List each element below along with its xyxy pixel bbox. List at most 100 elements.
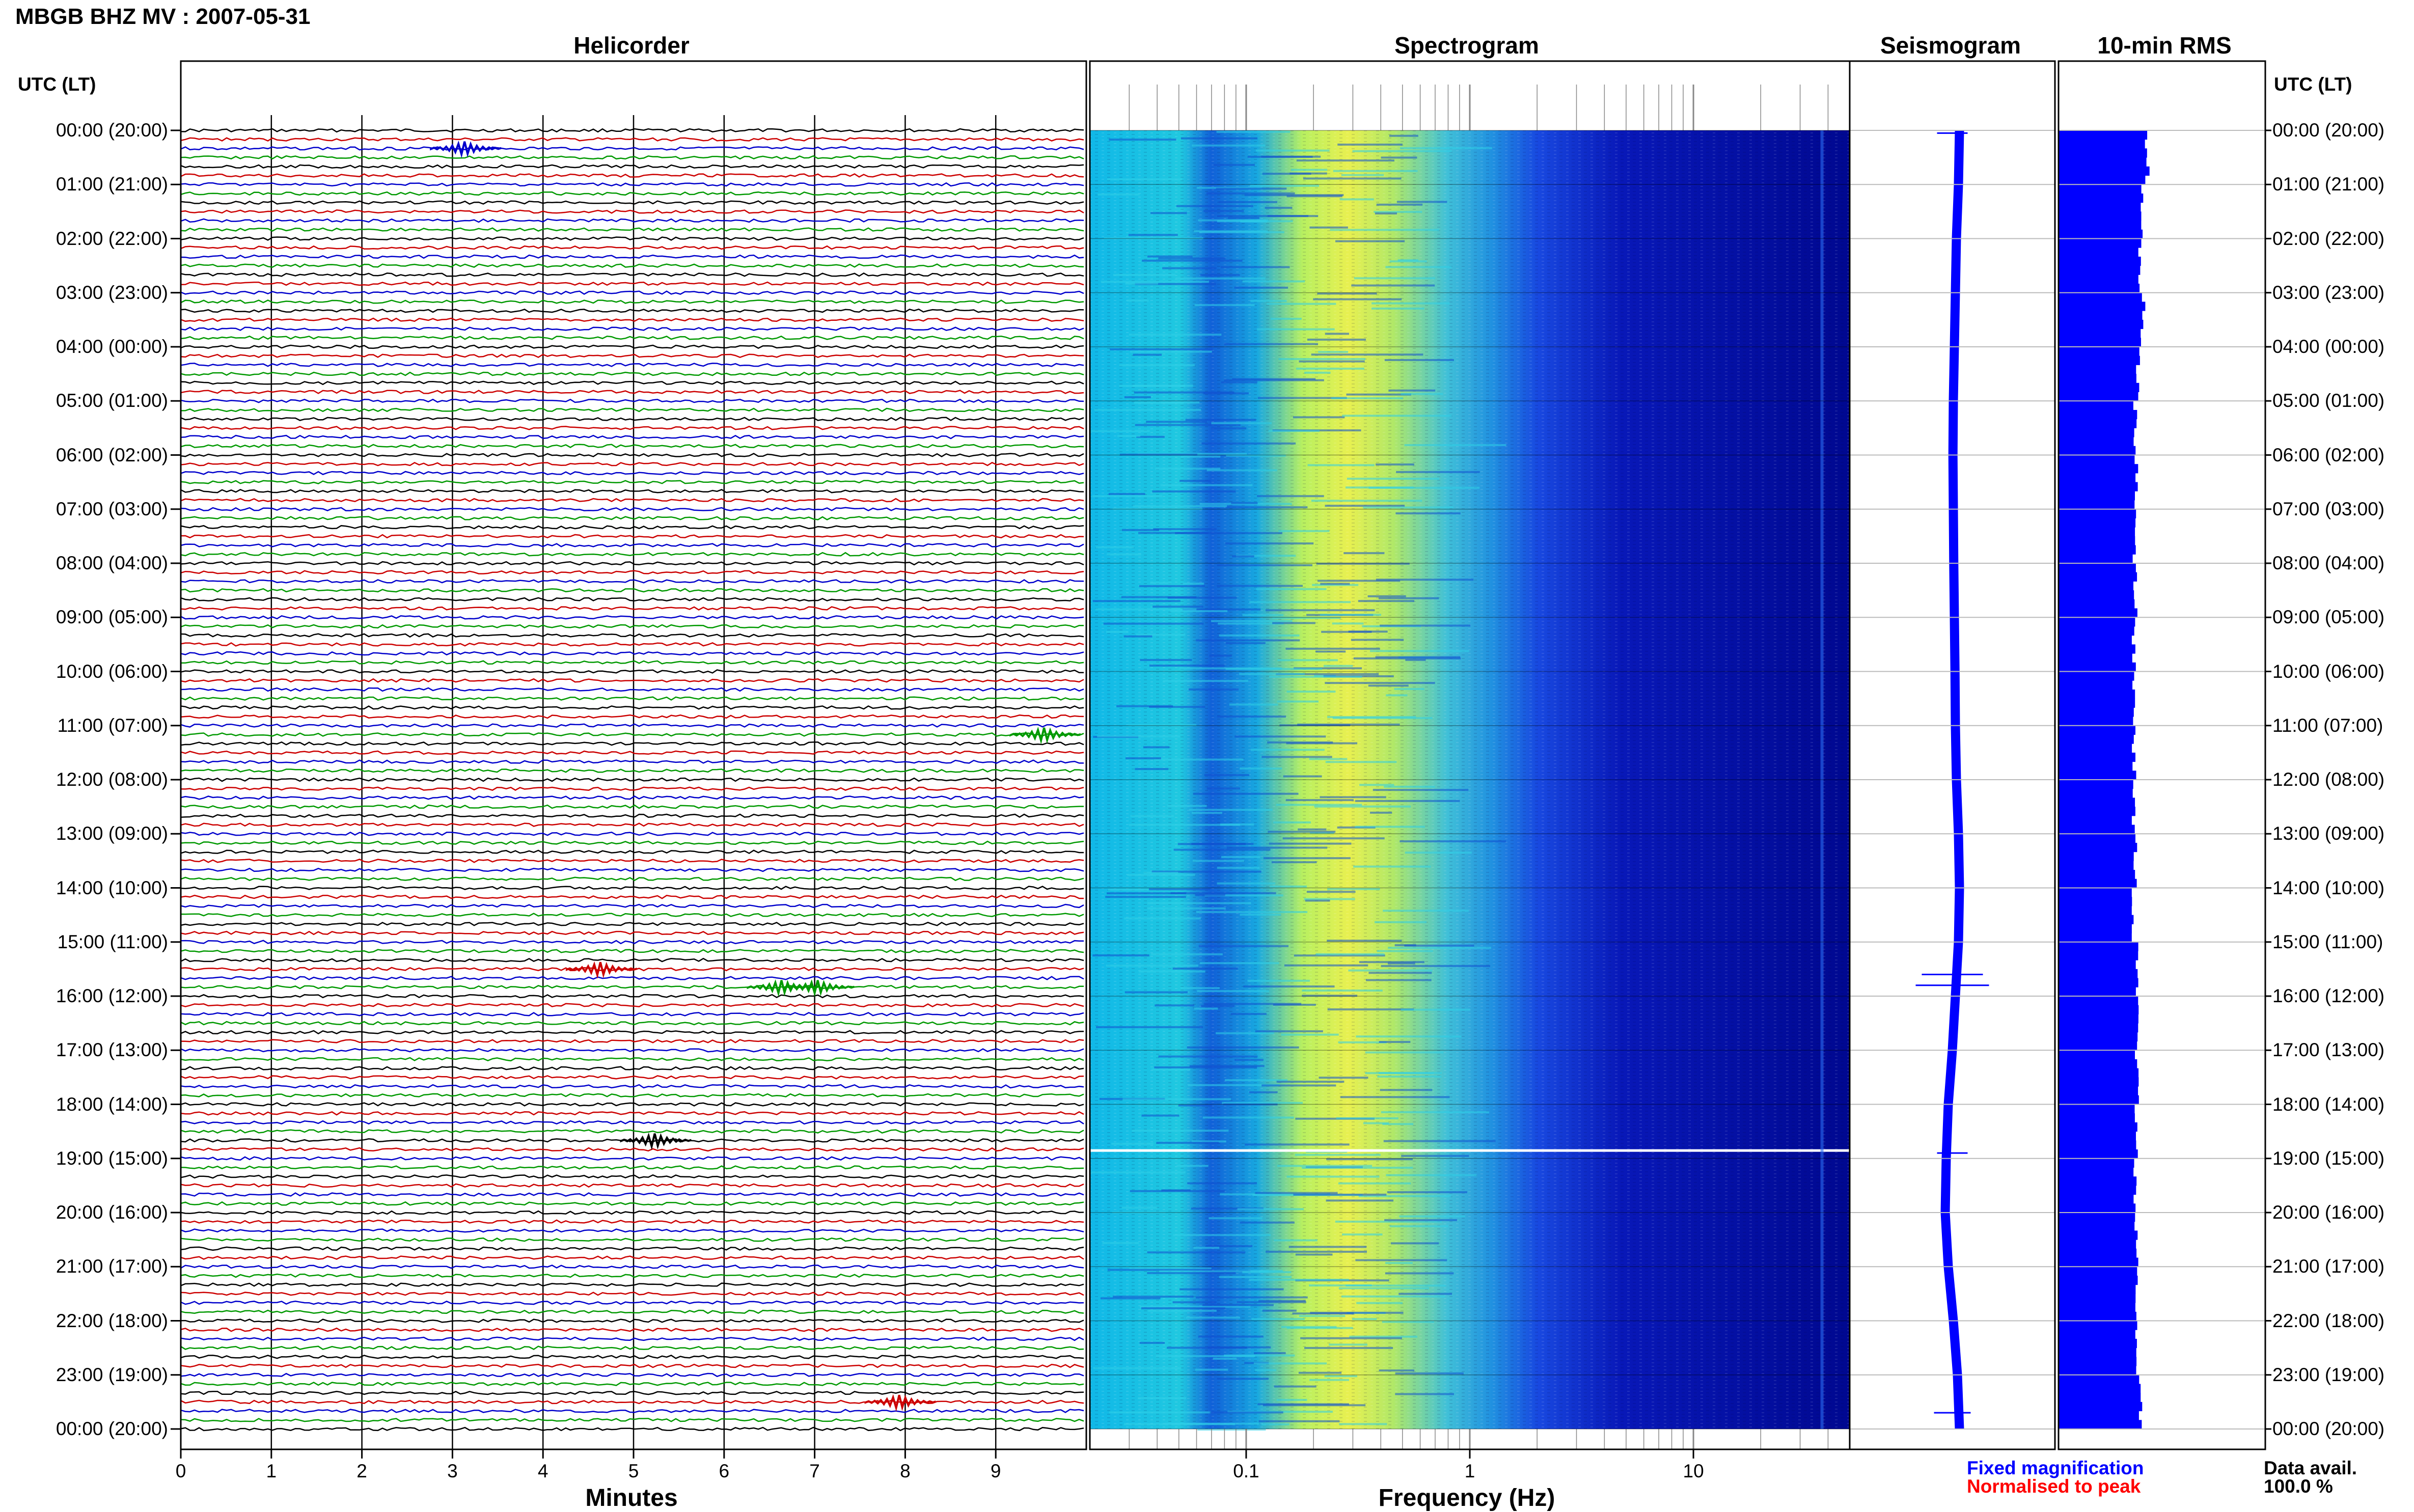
helicorder-trace [180,949,1084,953]
spectrogram-streak [1213,1357,1237,1360]
spectrogram-streak [1197,1428,1266,1431]
spectrogram-streak [1236,555,1296,557]
helicorder-trace [180,1300,1084,1305]
spectrogram-streak [1123,635,1153,638]
spectrogram-streak [1255,149,1330,152]
rms-bar [2059,842,2137,853]
spectrogram-streak [1395,1372,1464,1374]
rms-bar [2059,148,2147,158]
spectrogram-x-tick-label: 0.1 [1233,1461,1259,1481]
rms-bar [2059,888,2132,897]
spectrogram-streak [1311,500,1422,502]
spectrogram-streak [1405,851,1472,854]
spectrogram-streak [1136,634,1186,636]
spectrogram-streak [1363,506,1453,509]
spectrogram-streak [1216,1032,1274,1034]
spectrogram-streak [1094,408,1201,411]
helicorder-trace [180,344,1084,349]
spectrogram-streak [1209,1217,1263,1220]
spectrogram-streak [1125,757,1161,759]
spectrogram-streak [1232,378,1316,380]
time-label-left: 00:00 (20:00) [56,120,168,141]
spectrogram-streak [1160,484,1253,486]
helicorder-trace [180,471,1084,476]
spectrogram-streak [1274,1385,1316,1388]
spectrogram-streak [1141,1114,1179,1117]
rms-bar [2059,635,2132,645]
helicorder-trace [180,444,1084,449]
helicorder-trace [180,254,1084,259]
helicorder-trace [180,417,1084,421]
helicorder-trace [180,886,1084,890]
spectrogram-streak [1254,1352,1286,1355]
spectrogram-streak [1172,967,1238,970]
rms-bar [2059,374,2136,383]
rms-bar [2059,653,2132,663]
spectrogram-streak [1257,495,1324,498]
spectrogram-streak [1129,823,1240,826]
rms-bar [2059,807,2135,816]
helicorder-event [430,141,502,158]
rms-bar [2059,1194,2134,1204]
helicorder-trace [180,1201,1084,1206]
time-label-left: 20:00 (16:00) [56,1202,168,1223]
rms-bar [2059,238,2142,248]
spectrogram-streak [1269,675,1362,678]
rms-bar [2059,798,2135,807]
spectrogram-streak [1277,1165,1373,1167]
spectrogram-streak [1321,630,1372,633]
helicorder-trace [180,1327,1084,1332]
spectrogram-streak [1352,150,1452,152]
spectrogram-streak [1250,299,1287,302]
spectrogram-streak [1300,1337,1402,1339]
spectrogram-streak [1258,1420,1340,1422]
helicorder-trace [180,1273,1084,1278]
time-label-left: 10:00 (06:00) [56,661,168,682]
helicorder-panel [180,115,1087,1459]
spectrogram-streak [1113,1296,1194,1298]
time-label-left: 04:00 (00:00) [56,336,168,357]
spectrogram-streak [1148,888,1211,891]
helicorder-trace [180,967,1084,972]
spectrogram-streak [1290,172,1327,175]
helicorder-trace [180,741,1084,746]
spectrogram-streak [1239,673,1305,675]
rms-bar [2059,987,2136,997]
rms-bar [2059,347,2139,356]
spectrogram-streak [1181,137,1258,140]
rms-bar [2059,311,2143,320]
spectrogram-streak [1175,532,1282,534]
spectrogram-streak [1339,1423,1387,1425]
spectrogram-streak [1368,684,1409,687]
spectrogram-streak [1373,789,1469,791]
spectrogram-streak [1367,595,1406,597]
spectrogram-streak [1380,624,1471,627]
helicorder-trace [180,651,1084,656]
rms-bar [2059,256,2141,266]
spectrogram-streak [1271,318,1302,320]
rms-bar [2059,897,2132,906]
rms-bar [2059,1149,2138,1159]
helicorder-trace [180,579,1084,584]
helicorder-trace [180,1129,1084,1134]
helicorder-trace [180,1147,1084,1152]
helicorder-event [1009,727,1081,745]
legend-fixed-magnification: Fixed magnification [1967,1458,2144,1478]
spectrogram-streak [1365,1051,1444,1054]
helicorder-x-tick-label: 5 [628,1461,639,1481]
spectrogram-streak [1385,1262,1413,1264]
spectrogram-streak [1342,415,1452,417]
rms-bar [2059,1384,2141,1393]
spectrogram-streak [1106,630,1128,633]
spectrogram-streak [1191,843,1254,845]
helicorder-trace [180,146,1084,151]
spectrogram-streak [1210,1411,1283,1414]
spectrogram-streak [1273,1003,1316,1006]
spectrogram-streak [1381,156,1417,159]
time-label-right: 16:00 (12:00) [2272,985,2385,1006]
helicorder-trace [180,245,1084,250]
spectrogram-streak [1282,837,1385,840]
rms-bar [2059,301,2146,311]
helicorder-trace [180,1372,1084,1378]
